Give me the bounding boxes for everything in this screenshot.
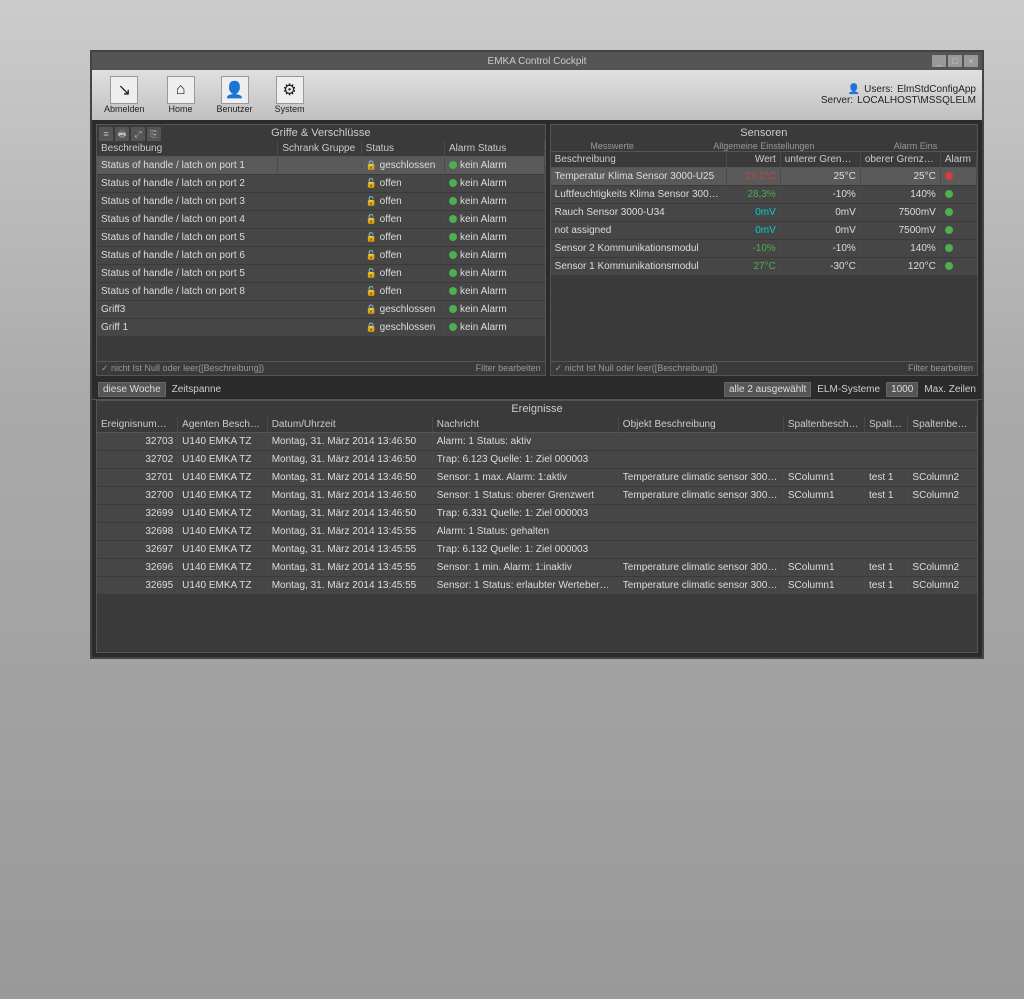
user-value: ElmStdConfigApp: [897, 84, 976, 95]
lock-icon: 🔒: [366, 322, 377, 332]
user-icon: 👤: [848, 84, 860, 95]
table-row[interactable]: 32695U140 EMKA TZMontag, 31. März 2014 1…: [97, 577, 977, 595]
sensoren-body: Temperatur Klima Sensor 3000-U2527,1°C25…: [551, 168, 977, 361]
status-dot-icon: [449, 287, 457, 295]
alarm-dot-icon: [945, 262, 953, 270]
table-row[interactable]: Status of handle / latch on port 6🔓 offe…: [97, 247, 545, 265]
table-row[interactable]: Status of handle / latch on port 5🔓 offe…: [97, 265, 545, 283]
user-info: 👤 Users: ElmStdConfigApp Server: LOCALHO…: [821, 84, 976, 106]
minimize-button[interactable]: _: [932, 55, 946, 67]
close-button[interactable]: ×: [964, 55, 978, 67]
table-row[interactable]: 32696U140 EMKA TZMontag, 31. März 2014 1…: [97, 559, 977, 577]
alarm-dot-icon: [945, 244, 953, 252]
table-row[interactable]: Status of handle / latch on port 4🔓 offe…: [97, 211, 545, 229]
maxrows-input[interactable]: 1000: [886, 382, 918, 397]
monitor-frame: EMKA Control Cockpit _ □ × ↘ Abmelden ⌂ …: [0, 0, 1024, 999]
table-row[interactable]: Status of handle / latch on port 8🔓 offe…: [97, 283, 545, 301]
table-row[interactable]: 32698U140 EMKA TZMontag, 31. März 2014 1…: [97, 523, 977, 541]
gear-icon: ⚙: [276, 76, 304, 104]
status-dot-icon: [449, 179, 457, 187]
main-toolbar: ↘ Abmelden ⌂ Home 👤 Benutzer ⚙ System 👤 …: [92, 70, 982, 120]
panel-title: Ereignisse: [511, 403, 562, 415]
table-row[interactable]: Griff3🔒 geschlossenkein Alarm: [97, 301, 545, 319]
griffe-body: Status of handle / latch on port 1🔒 gesc…: [97, 157, 545, 361]
table-row[interactable]: 32701U140 EMKA TZMontag, 31. März 2014 1…: [97, 469, 977, 487]
unlock-icon: 🔓: [366, 268, 377, 278]
system-button[interactable]: ⚙ System: [269, 74, 311, 116]
window-title: EMKA Control Cockpit: [488, 56, 587, 67]
griffe-panel: ≡ 🖶 ⤢ ⎘ Griffe & Verschlüsse Beschreibun…: [96, 124, 546, 376]
tool-icon[interactable]: ⎘: [147, 127, 161, 141]
table-row[interactable]: Status of handle / latch on port 3🔓 offe…: [97, 193, 545, 211]
status-dot-icon: [449, 233, 457, 241]
server-value: LOCALHOST\MSSQLELM: [857, 95, 976, 106]
sensoren-header: Beschreibung Wert unterer Grenzwert ober…: [551, 152, 977, 168]
lock-icon: 🔒: [366, 160, 377, 170]
lock-icon: 🔒: [366, 304, 377, 314]
griffe-header: Beschreibung Schrank Gruppe Status Alarm…: [97, 141, 545, 157]
unlock-icon: 🔓: [366, 286, 377, 296]
table-row[interactable]: Sensor 2 Kommunikationsmodul-10%-10%140%: [551, 240, 977, 258]
users-button[interactable]: 👤 Benutzer: [211, 74, 259, 116]
status-dot-icon: [449, 215, 457, 223]
panel-title: Griffe & Verschlüsse: [271, 127, 370, 139]
tool-icon[interactable]: 🖶: [115, 127, 129, 141]
alarm-dot-icon: [945, 208, 953, 216]
unlock-icon: 🔓: [366, 250, 377, 260]
week-filter[interactable]: diese Woche: [98, 382, 166, 397]
table-row[interactable]: 32699U140 EMKA TZMontag, 31. März 2014 1…: [97, 505, 977, 523]
table-row[interactable]: 32703U140 EMKA TZMontag, 31. März 2014 1…: [97, 433, 977, 451]
events-filterbar: diese Woche Zeitspanne alle 2 ausgewählt…: [92, 380, 982, 400]
alarm-dot-icon: [945, 226, 953, 234]
home-icon: ⌂: [167, 76, 195, 104]
home-button[interactable]: ⌂ Home: [161, 74, 201, 116]
table-row[interactable]: Luftfeuchtigkeits Klima Sensor 3000...28…: [551, 186, 977, 204]
unlock-icon: 🔓: [366, 178, 377, 188]
status-dot-icon: [449, 251, 457, 259]
events-header: Ereignisnummer Agenten Beschreibung Datu…: [97, 417, 977, 433]
filter-edit-link[interactable]: Filter bearbeiten: [476, 363, 541, 374]
alarm-dot-icon: [945, 190, 953, 198]
status-dot-icon: [449, 197, 457, 205]
window-titlebar: EMKA Control Cockpit _ □ ×: [92, 52, 982, 70]
unlock-icon: 🔓: [366, 196, 377, 206]
maximize-button[interactable]: □: [948, 55, 962, 67]
table-row[interactable]: Temperatur Klima Sensor 3000-U2527,1°C25…: [551, 168, 977, 186]
events-body: 32703U140 EMKA TZMontag, 31. März 2014 1…: [97, 433, 977, 652]
users-icon: 👤: [221, 76, 249, 104]
table-row[interactable]: Sensor 1 Kommunikationsmodul27°C-30°C120…: [551, 258, 977, 276]
panel-title: Sensoren: [740, 127, 787, 139]
tool-icon[interactable]: ⤢: [131, 127, 145, 141]
status-dot-icon: [449, 269, 457, 277]
table-row[interactable]: 32700U140 EMKA TZMontag, 31. März 2014 1…: [97, 487, 977, 505]
table-row[interactable]: Griff 1🔒 geschlossenkein Alarm: [97, 319, 545, 337]
table-row[interactable]: Status of handle / latch on port 5🔓 offe…: [97, 229, 545, 247]
status-dot-icon: [449, 323, 457, 331]
table-row[interactable]: Status of handle / latch on port 1🔒 gesc…: [97, 157, 545, 175]
table-row[interactable]: Rauch Sensor 3000-U340mV0mV7500mV: [551, 204, 977, 222]
events-panel: Ereignisse Ereignisnummer Agenten Beschr…: [96, 400, 978, 653]
app-window: EMKA Control Cockpit _ □ × ↘ Abmelden ⌂ …: [90, 50, 984, 659]
unlock-icon: 🔓: [366, 214, 377, 224]
table-row[interactable]: 32702U140 EMKA TZMontag, 31. März 2014 1…: [97, 451, 977, 469]
table-row[interactable]: 32697U140 EMKA TZMontag, 31. März 2014 1…: [97, 541, 977, 559]
status-dot-icon: [449, 305, 457, 313]
selection-filter[interactable]: alle 2 ausgewählt: [724, 382, 811, 397]
status-dot-icon: [449, 161, 457, 169]
table-row[interactable]: not assigned0mV0mV7500mV: [551, 222, 977, 240]
filter-edit-link[interactable]: Filter bearbeiten: [908, 363, 973, 374]
tool-icon[interactable]: ≡: [99, 127, 113, 141]
sensoren-panel: Sensoren Messwerte Allgemeine Einstellun…: [550, 124, 978, 376]
unlock-icon: 🔓: [366, 232, 377, 242]
alarm-dot-icon: [945, 172, 953, 180]
table-row[interactable]: Status of handle / latch on port 2🔓 offe…: [97, 175, 545, 193]
logout-icon: ↘: [110, 76, 138, 104]
logout-button[interactable]: ↘ Abmelden: [98, 74, 151, 116]
